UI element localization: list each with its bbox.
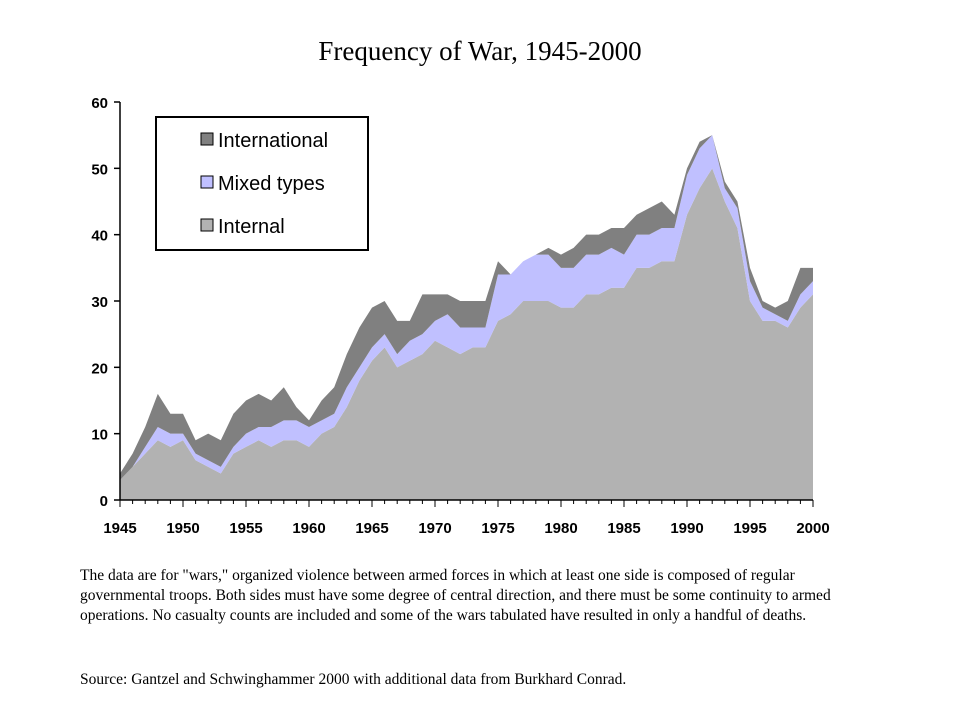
y-tick-label: 0 xyxy=(100,493,108,510)
x-tick-label: 1960 xyxy=(292,520,325,537)
y-tick-label: 10 xyxy=(91,427,108,444)
axes-layer: 0 10 20 30 40 50 60 1945 1950 1955 1960 1965 1970 197… xyxy=(91,95,829,537)
series-area-international xyxy=(120,135,813,481)
y-tick-label: 20 xyxy=(91,360,108,377)
x-tick-label: 1950 xyxy=(166,520,199,537)
legend-label-international: International xyxy=(218,130,328,152)
x-tick-label: 1945 xyxy=(103,520,136,537)
source-note: Source: Gantzel and Schwinghammer 2000 w… xyxy=(80,671,627,688)
x-tick-label: 2000 xyxy=(796,520,829,537)
x-tick-label: 1985 xyxy=(607,520,640,537)
legend-swatch-mixed-types xyxy=(200,175,214,189)
series-area-internal xyxy=(120,168,813,500)
legend-label-internal: Internal xyxy=(218,216,285,238)
y-tick-label: 60 xyxy=(91,95,108,112)
legend-swatch-international xyxy=(200,132,214,146)
y-tick-label: 50 xyxy=(91,161,108,178)
x-tick-label: 1965 xyxy=(355,520,388,537)
x-tick-label: 1990 xyxy=(670,520,703,537)
chart-title: Frequency of War, 1945-2000 xyxy=(318,36,642,66)
series-area-mixed-types xyxy=(120,135,813,481)
legend-box xyxy=(155,116,369,251)
legend-label-mixed-types: Mixed types xyxy=(218,173,325,195)
x-tick-label: 1995 xyxy=(733,520,766,537)
y-tick-label: 30 xyxy=(91,294,108,311)
x-tick-label: 1980 xyxy=(544,520,577,537)
chart-caption: The data are for "wars," organized viole… xyxy=(80,567,831,624)
area-layer xyxy=(120,135,813,500)
x-tick-label: 1955 xyxy=(229,520,262,537)
legend: International Mixed types Internal xyxy=(155,116,369,251)
x-tick-label: 1975 xyxy=(481,520,514,537)
legend-swatch-internal xyxy=(200,218,214,232)
x-tick-label: 1970 xyxy=(418,520,451,537)
y-tick-label: 40 xyxy=(91,228,108,245)
